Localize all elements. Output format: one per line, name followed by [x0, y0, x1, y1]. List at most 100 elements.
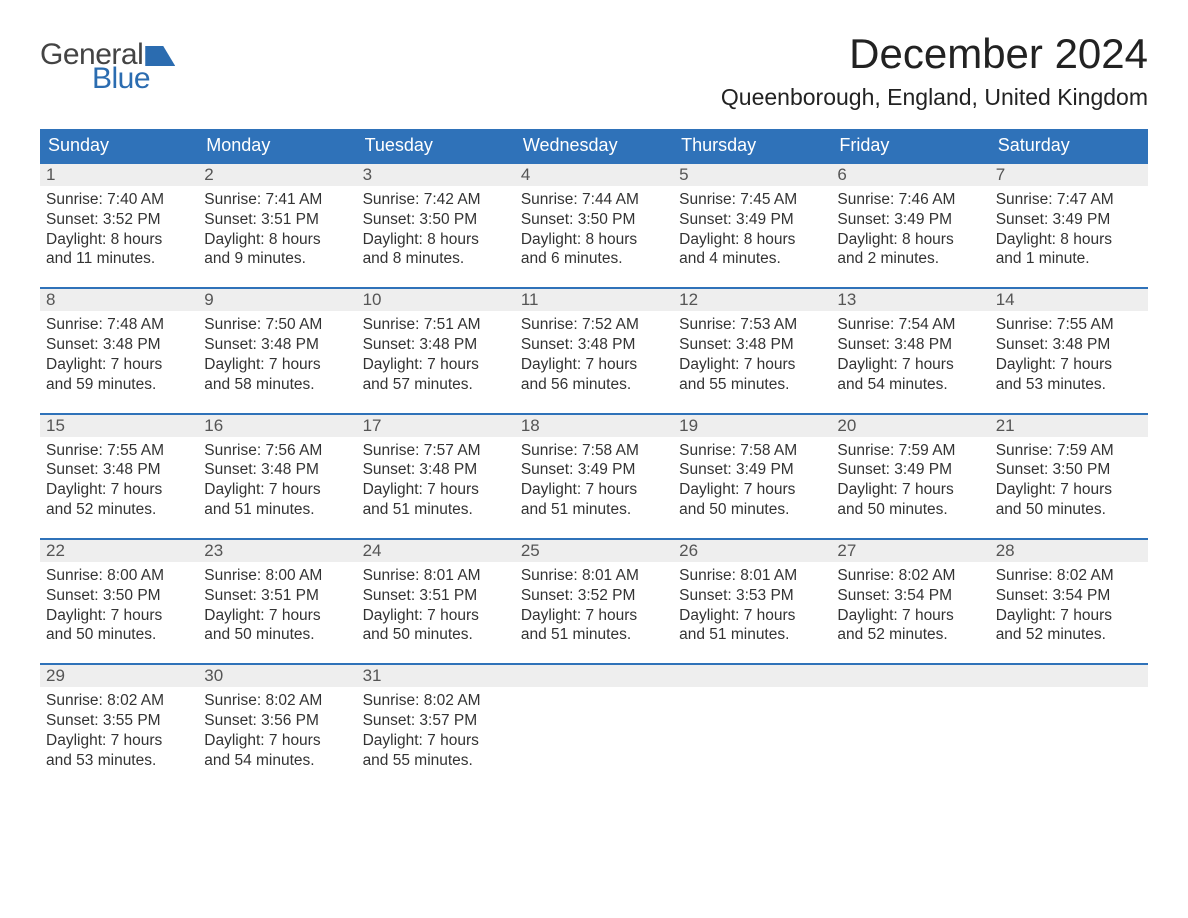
sunset-line: Sunset: 3:50 PM	[521, 210, 667, 230]
day-info-cell: Sunrise: 8:02 AMSunset: 3:54 PMDaylight:…	[990, 562, 1148, 664]
daylight-line: Daylight: 7 hours and 51 minutes.	[679, 606, 825, 646]
sunrise-line: Sunrise: 7:45 AM	[679, 190, 825, 210]
weekday-header: Friday	[831, 129, 989, 163]
day-number-cell: 6	[831, 163, 989, 186]
day-info-cell: Sunrise: 7:48 AMSunset: 3:48 PMDaylight:…	[40, 311, 198, 413]
daylight-line: Daylight: 7 hours and 51 minutes.	[363, 480, 509, 520]
day-number-row: 1234567	[40, 163, 1148, 186]
daylight-line: Daylight: 7 hours and 50 minutes.	[363, 606, 509, 646]
day-number-cell: 26	[673, 539, 831, 562]
day-info-cell: Sunrise: 7:55 AMSunset: 3:48 PMDaylight:…	[40, 437, 198, 539]
day-number-cell: 9	[198, 288, 356, 311]
day-info-cell: Sunrise: 7:41 AMSunset: 3:51 PMDaylight:…	[198, 186, 356, 288]
day-info-cell: Sunrise: 8:01 AMSunset: 3:52 PMDaylight:…	[515, 562, 673, 664]
day-info-row: Sunrise: 7:48 AMSunset: 3:48 PMDaylight:…	[40, 311, 1148, 413]
sunrise-line: Sunrise: 7:58 AM	[521, 441, 667, 461]
day-number-cell: 27	[831, 539, 989, 562]
day-info-row: Sunrise: 7:40 AMSunset: 3:52 PMDaylight:…	[40, 186, 1148, 288]
day-info-row: Sunrise: 7:55 AMSunset: 3:48 PMDaylight:…	[40, 437, 1148, 539]
daylight-line: Daylight: 7 hours and 58 minutes.	[204, 355, 350, 395]
daylight-line: Daylight: 7 hours and 50 minutes.	[837, 480, 983, 520]
day-info-cell: Sunrise: 7:58 AMSunset: 3:49 PMDaylight:…	[673, 437, 831, 539]
sunset-line: Sunset: 3:57 PM	[363, 711, 509, 731]
sunrise-line: Sunrise: 7:40 AM	[46, 190, 192, 210]
day-number-cell: 22	[40, 539, 198, 562]
day-number-cell: 3	[357, 163, 515, 186]
sunset-line: Sunset: 3:54 PM	[837, 586, 983, 606]
daylight-line: Daylight: 7 hours and 55 minutes.	[679, 355, 825, 395]
sunrise-line: Sunrise: 8:00 AM	[204, 566, 350, 586]
day-number-cell: 30	[198, 664, 356, 687]
day-info-cell: Sunrise: 7:55 AMSunset: 3:48 PMDaylight:…	[990, 311, 1148, 413]
day-info-cell: Sunrise: 7:46 AMSunset: 3:49 PMDaylight:…	[831, 186, 989, 288]
day-info-cell	[515, 687, 673, 780]
sunset-line: Sunset: 3:48 PM	[46, 335, 192, 355]
daylight-line: Daylight: 8 hours and 4 minutes.	[679, 230, 825, 270]
day-info-cell: Sunrise: 8:01 AMSunset: 3:53 PMDaylight:…	[673, 562, 831, 664]
sunrise-line: Sunrise: 7:52 AM	[521, 315, 667, 335]
daylight-line: Daylight: 7 hours and 51 minutes.	[521, 606, 667, 646]
day-info-cell: Sunrise: 7:51 AMSunset: 3:48 PMDaylight:…	[357, 311, 515, 413]
sunrise-line: Sunrise: 7:47 AM	[996, 190, 1142, 210]
weekday-header: Tuesday	[357, 129, 515, 163]
sunset-line: Sunset: 3:48 PM	[363, 460, 509, 480]
day-info-cell: Sunrise: 7:59 AMSunset: 3:49 PMDaylight:…	[831, 437, 989, 539]
day-info-cell: Sunrise: 7:44 AMSunset: 3:50 PMDaylight:…	[515, 186, 673, 288]
sunrise-line: Sunrise: 7:57 AM	[363, 441, 509, 461]
daylight-line: Daylight: 7 hours and 52 minutes.	[837, 606, 983, 646]
day-number-cell: 10	[357, 288, 515, 311]
sunset-line: Sunset: 3:56 PM	[204, 711, 350, 731]
day-number-cell: 17	[357, 414, 515, 437]
sunset-line: Sunset: 3:51 PM	[204, 586, 350, 606]
day-info-cell: Sunrise: 7:58 AMSunset: 3:49 PMDaylight:…	[515, 437, 673, 539]
day-info-cell: Sunrise: 7:59 AMSunset: 3:50 PMDaylight:…	[990, 437, 1148, 539]
sunrise-line: Sunrise: 7:44 AM	[521, 190, 667, 210]
sunrise-line: Sunrise: 7:55 AM	[46, 441, 192, 461]
sunrise-line: Sunrise: 8:02 AM	[363, 691, 509, 711]
title-block: December 2024 Queenborough, England, Uni…	[721, 30, 1148, 125]
day-number-cell: 28	[990, 539, 1148, 562]
sunset-line: Sunset: 3:48 PM	[46, 460, 192, 480]
day-number-cell: 13	[831, 288, 989, 311]
sunset-line: Sunset: 3:54 PM	[996, 586, 1142, 606]
daylight-line: Daylight: 7 hours and 50 minutes.	[996, 480, 1142, 520]
day-number-cell: 31	[357, 664, 515, 687]
daylight-line: Daylight: 7 hours and 50 minutes.	[46, 606, 192, 646]
daylight-line: Daylight: 7 hours and 52 minutes.	[996, 606, 1142, 646]
daylight-line: Daylight: 8 hours and 2 minutes.	[837, 230, 983, 270]
weekday-header: Monday	[198, 129, 356, 163]
day-number-cell: 24	[357, 539, 515, 562]
day-number-row: 891011121314	[40, 288, 1148, 311]
sunrise-line: Sunrise: 7:53 AM	[679, 315, 825, 335]
sunset-line: Sunset: 3:49 PM	[837, 460, 983, 480]
sunrise-line: Sunrise: 8:02 AM	[204, 691, 350, 711]
day-number-cell: 8	[40, 288, 198, 311]
sunrise-line: Sunrise: 7:55 AM	[996, 315, 1142, 335]
month-title: December 2024	[721, 30, 1148, 78]
sunset-line: Sunset: 3:49 PM	[679, 460, 825, 480]
sunset-line: Sunset: 3:48 PM	[204, 335, 350, 355]
day-info-cell	[831, 687, 989, 780]
sunset-line: Sunset: 3:53 PM	[679, 586, 825, 606]
daylight-line: Daylight: 8 hours and 11 minutes.	[46, 230, 192, 270]
day-number-cell: 18	[515, 414, 673, 437]
sunrise-line: Sunrise: 8:02 AM	[46, 691, 192, 711]
sunset-line: Sunset: 3:48 PM	[837, 335, 983, 355]
day-info-cell: Sunrise: 7:50 AMSunset: 3:48 PMDaylight:…	[198, 311, 356, 413]
day-number-cell: 7	[990, 163, 1148, 186]
sunrise-line: Sunrise: 7:50 AM	[204, 315, 350, 335]
day-info-cell: Sunrise: 7:40 AMSunset: 3:52 PMDaylight:…	[40, 186, 198, 288]
daylight-line: Daylight: 7 hours and 54 minutes.	[204, 731, 350, 771]
sunrise-line: Sunrise: 7:41 AM	[204, 190, 350, 210]
sunrise-line: Sunrise: 7:56 AM	[204, 441, 350, 461]
day-number-cell: 21	[990, 414, 1148, 437]
day-info-cell: Sunrise: 7:42 AMSunset: 3:50 PMDaylight:…	[357, 186, 515, 288]
day-number-cell: 5	[673, 163, 831, 186]
daylight-line: Daylight: 7 hours and 54 minutes.	[837, 355, 983, 395]
day-number-row: 15161718192021	[40, 414, 1148, 437]
day-info-cell: Sunrise: 7:53 AMSunset: 3:48 PMDaylight:…	[673, 311, 831, 413]
daylight-line: Daylight: 7 hours and 53 minutes.	[996, 355, 1142, 395]
day-info-row: Sunrise: 8:00 AMSunset: 3:50 PMDaylight:…	[40, 562, 1148, 664]
daylight-line: Daylight: 7 hours and 56 minutes.	[521, 355, 667, 395]
sunset-line: Sunset: 3:51 PM	[204, 210, 350, 230]
